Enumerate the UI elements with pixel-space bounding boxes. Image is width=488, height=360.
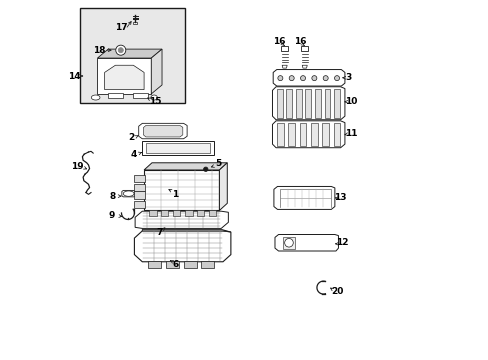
Polygon shape [282, 65, 286, 68]
Circle shape [277, 76, 282, 81]
Polygon shape [273, 69, 344, 86]
Polygon shape [299, 123, 305, 146]
Ellipse shape [91, 95, 100, 100]
Polygon shape [97, 49, 162, 58]
Polygon shape [324, 89, 330, 118]
Polygon shape [161, 210, 168, 216]
Circle shape [334, 76, 339, 81]
Polygon shape [201, 261, 214, 268]
Text: 9: 9 [108, 211, 115, 220]
Text: 6: 6 [172, 260, 178, 269]
Bar [80, 8, 185, 103]
Text: 4: 4 [131, 150, 137, 159]
Polygon shape [276, 89, 282, 118]
Text: 16: 16 [273, 37, 285, 46]
Circle shape [118, 48, 123, 53]
Circle shape [288, 76, 294, 81]
Polygon shape [208, 210, 215, 216]
Text: 2: 2 [128, 133, 134, 142]
Polygon shape [274, 234, 338, 251]
Circle shape [203, 167, 207, 171]
Polygon shape [272, 121, 344, 148]
Polygon shape [139, 123, 187, 139]
Polygon shape [301, 45, 308, 51]
Polygon shape [283, 237, 294, 249]
Text: 17: 17 [115, 23, 127, 32]
Polygon shape [142, 140, 214, 155]
Polygon shape [97, 58, 151, 94]
Text: 15: 15 [149, 97, 162, 106]
Polygon shape [122, 190, 135, 197]
Polygon shape [310, 123, 317, 146]
Text: 7: 7 [156, 228, 162, 237]
Text: 13: 13 [334, 193, 346, 202]
Polygon shape [166, 261, 179, 268]
Polygon shape [134, 184, 144, 191]
Polygon shape [295, 89, 301, 118]
Ellipse shape [151, 95, 157, 100]
Text: 16: 16 [293, 37, 305, 46]
Polygon shape [142, 229, 230, 232]
Text: 8: 8 [109, 192, 116, 201]
Polygon shape [104, 65, 144, 90]
Polygon shape [144, 163, 227, 170]
Polygon shape [305, 89, 310, 118]
Text: 3: 3 [345, 73, 351, 82]
Polygon shape [277, 123, 283, 146]
Polygon shape [197, 210, 204, 216]
Polygon shape [185, 210, 192, 216]
Polygon shape [302, 65, 306, 68]
Polygon shape [273, 186, 334, 210]
Polygon shape [288, 123, 294, 146]
Polygon shape [314, 89, 320, 118]
Polygon shape [145, 143, 210, 153]
Polygon shape [184, 261, 197, 268]
Polygon shape [322, 123, 328, 146]
Polygon shape [333, 89, 339, 118]
Circle shape [323, 76, 327, 81]
Circle shape [284, 238, 293, 247]
Circle shape [116, 45, 125, 55]
Polygon shape [134, 192, 144, 199]
Polygon shape [143, 126, 183, 137]
Text: 20: 20 [331, 287, 343, 296]
Text: 18: 18 [93, 46, 105, 55]
Text: 14: 14 [68, 72, 81, 81]
Polygon shape [133, 22, 137, 24]
Ellipse shape [123, 191, 134, 196]
Polygon shape [149, 210, 156, 216]
Polygon shape [286, 89, 291, 118]
Polygon shape [133, 93, 147, 98]
Polygon shape [219, 163, 227, 211]
Text: 11: 11 [345, 129, 357, 138]
Polygon shape [134, 175, 144, 182]
Polygon shape [144, 170, 219, 211]
Polygon shape [147, 261, 160, 268]
Text: 19: 19 [71, 162, 83, 171]
Polygon shape [108, 93, 122, 98]
Text: 1: 1 [172, 190, 179, 199]
Text: 10: 10 [345, 97, 357, 106]
Circle shape [300, 76, 305, 81]
Polygon shape [135, 211, 228, 228]
Polygon shape [134, 231, 230, 262]
Polygon shape [151, 49, 162, 94]
Polygon shape [272, 87, 344, 120]
Polygon shape [333, 123, 340, 146]
Circle shape [311, 76, 316, 81]
Text: 12: 12 [335, 238, 347, 247]
Polygon shape [281, 45, 287, 51]
Text: 5: 5 [215, 159, 222, 168]
Polygon shape [134, 201, 144, 208]
Polygon shape [172, 210, 180, 216]
